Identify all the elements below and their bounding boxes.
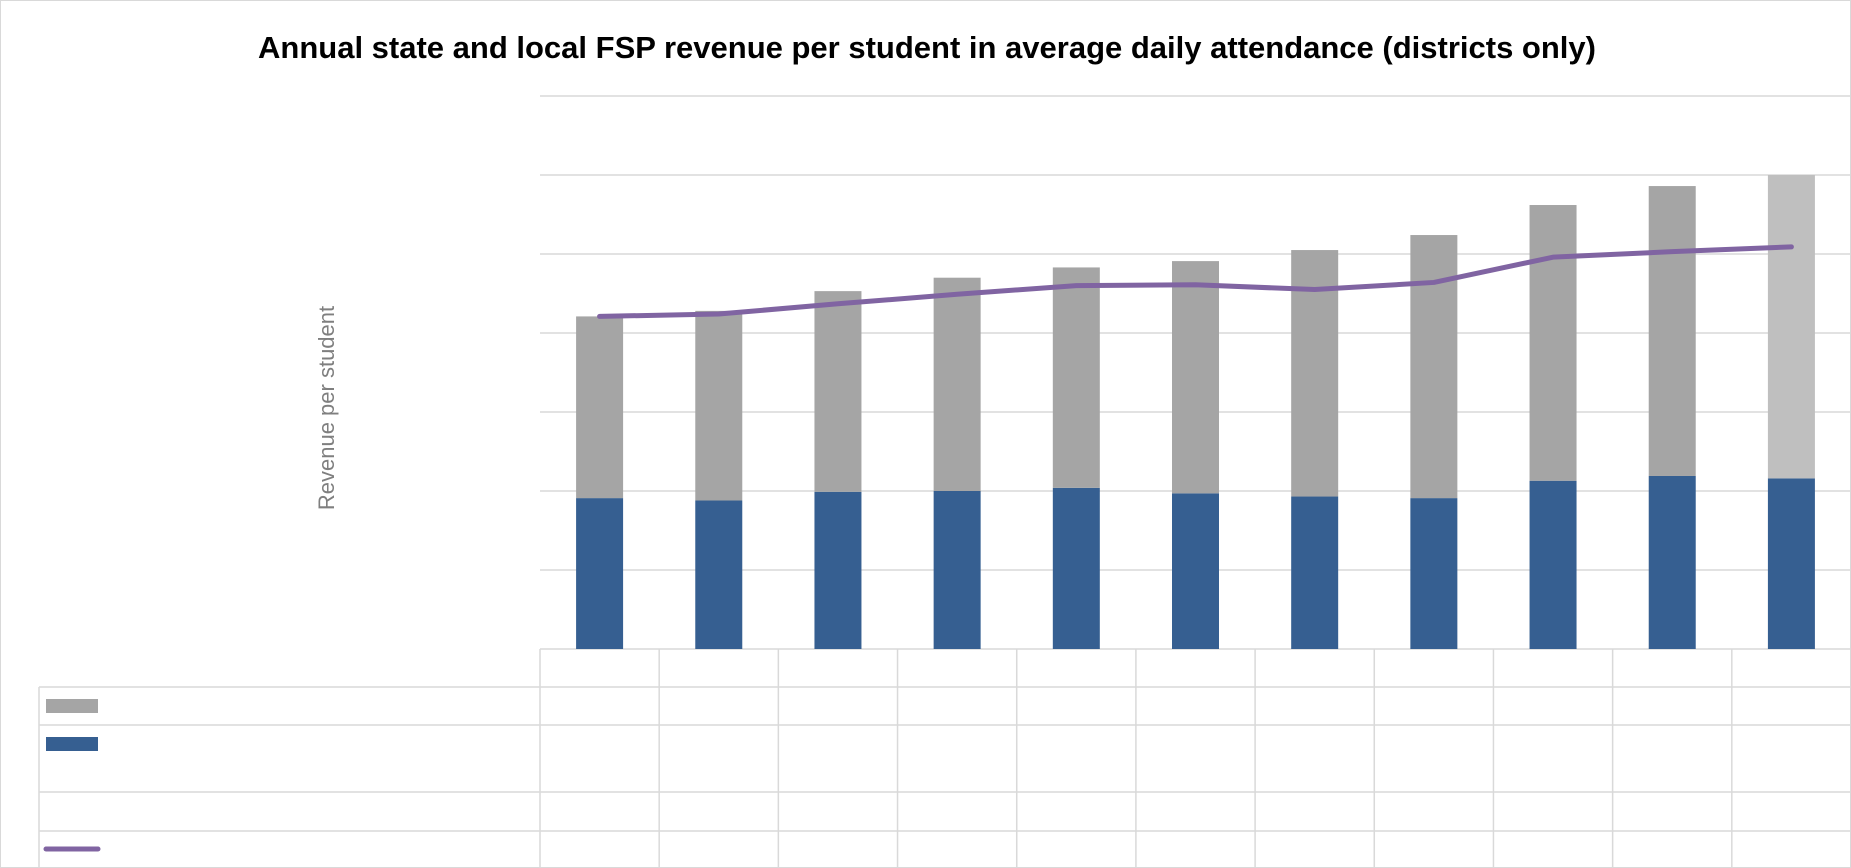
bar	[1767, 478, 1815, 649]
bar	[576, 498, 624, 649]
bar	[695, 310, 743, 501]
bar	[814, 291, 862, 492]
legend-swatch	[46, 737, 98, 751]
line	[597, 244, 1794, 319]
bar	[1767, 175, 1815, 479]
legend-swatch	[46, 699, 98, 713]
bar	[1410, 498, 1458, 649]
bar	[1172, 261, 1219, 494]
bar	[1529, 480, 1577, 649]
y-axis-label: Revenue per student	[314, 306, 339, 510]
bar	[1410, 235, 1458, 499]
bar	[1529, 205, 1577, 481]
bar	[1648, 475, 1696, 649]
bar	[933, 491, 981, 649]
bar	[814, 491, 862, 649]
bar	[576, 316, 624, 499]
bar	[1052, 487, 1100, 649]
bar	[1648, 186, 1696, 476]
bar	[1172, 493, 1219, 649]
bar	[695, 500, 743, 649]
bar	[1052, 267, 1100, 488]
chart-title: Annual state and local FSP revenue per s…	[258, 30, 1596, 65]
bar	[1291, 496, 1339, 649]
bar	[933, 277, 981, 491]
